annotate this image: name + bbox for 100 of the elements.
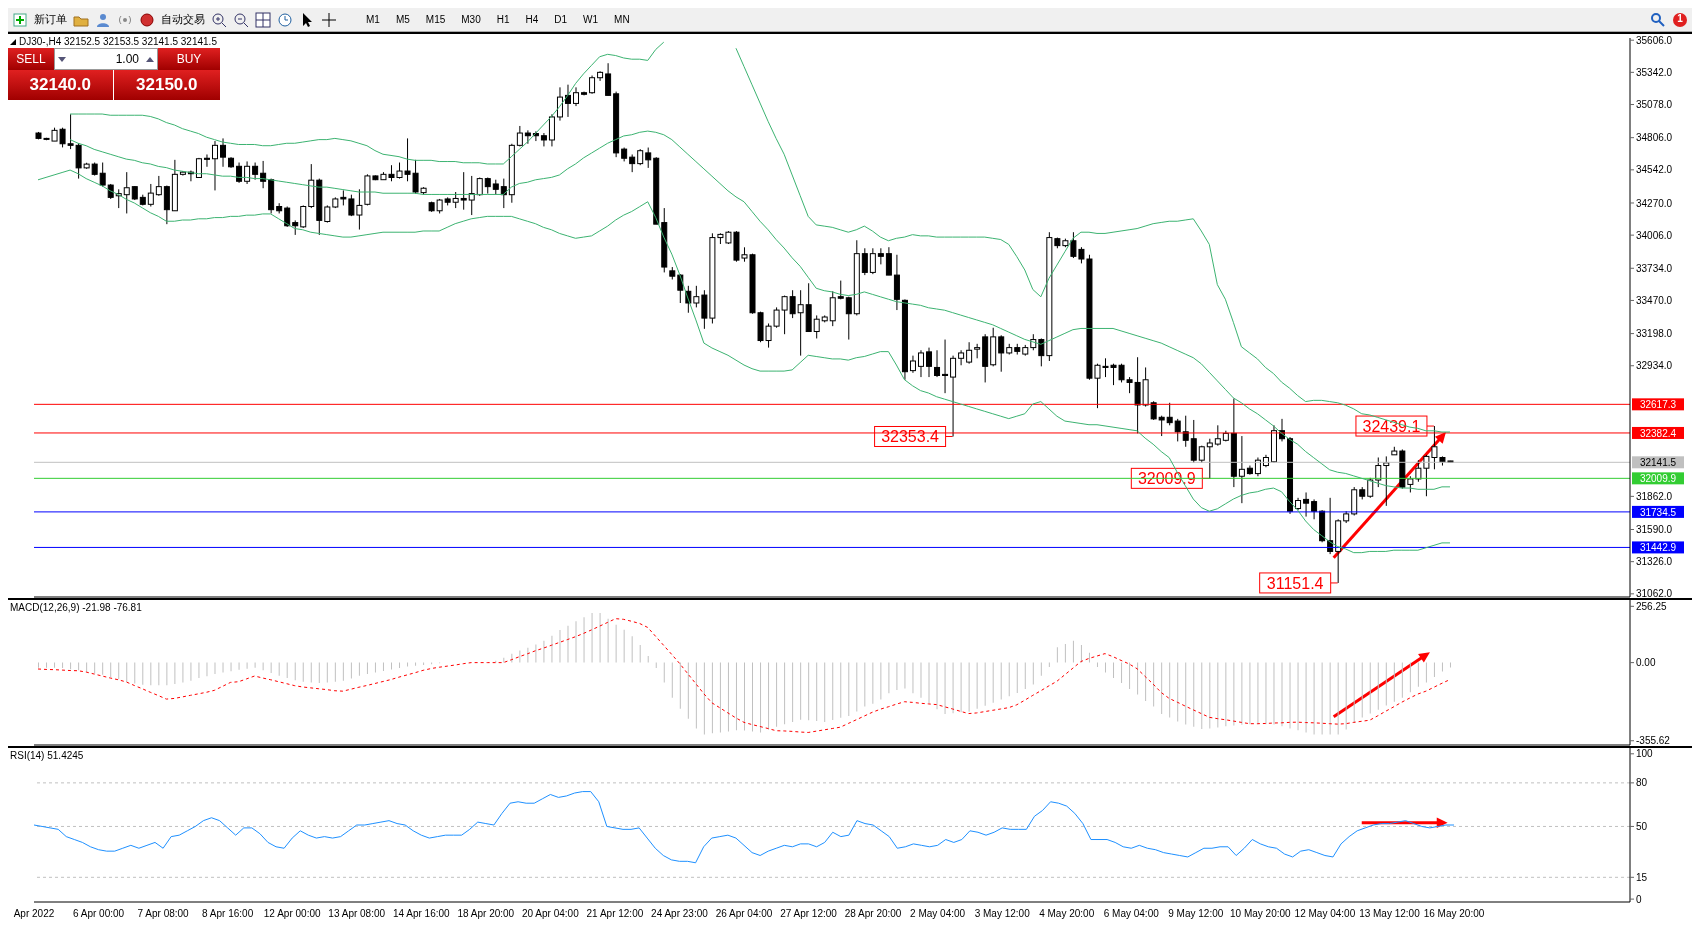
- candlestick: [524, 129, 531, 145]
- candlestick: [300, 204, 307, 229]
- y-tick-label: 31590.0: [1636, 524, 1673, 536]
- y-tick-label: 50: [1636, 821, 1648, 832]
- text: MN: [613, 14, 631, 25]
- candlestick: [877, 247, 884, 265]
- x-tick-label: 20 Apr 04:00: [522, 908, 580, 920]
- text: 新订单: [34, 12, 67, 27]
- candlestick: [861, 247, 868, 276]
- candlestick: [460, 171, 467, 211]
- text: M30: [460, 14, 482, 25]
- y-tick-label: -355.62: [1636, 735, 1671, 747]
- text: M1: [365, 14, 381, 25]
- input-field: 1.00: [54, 48, 158, 70]
- candlestick: [926, 347, 933, 378]
- candlestick: [958, 349, 965, 366]
- candlestick: [813, 314, 820, 339]
- candlestick: [917, 349, 924, 378]
- candlestick: [163, 185, 170, 225]
- x-tick-label: 13 May 12:00: [1359, 908, 1421, 920]
- annotation: 32353.4: [881, 428, 940, 446]
- x-tick-label: 6 May 04:00: [1103, 908, 1160, 920]
- text: H4: [524, 14, 540, 25]
- candlestick: [1038, 337, 1045, 367]
- x-tick-label: 21 Apr 12:00: [586, 908, 644, 920]
- y-tick-label: 35342.0: [1636, 66, 1673, 78]
- annotation: SELL: [8, 48, 54, 70]
- x-tick-label: 28 Apr 20:00: [844, 908, 902, 920]
- candlestick: [1206, 438, 1213, 480]
- candlestick: [1174, 418, 1181, 442]
- x-tick-label: 18 Apr 20:00: [457, 908, 515, 920]
- x-tick-label: 9 May 12:00: [1168, 908, 1224, 920]
- y-tick-label: 34006.0: [1636, 229, 1673, 241]
- line-series: [33, 791, 1455, 864]
- y-tick-label: 31326.0: [1636, 556, 1673, 568]
- candlestick: [950, 355, 957, 437]
- candlestick: [1158, 415, 1165, 437]
- y-tick-label: 80: [1636, 777, 1648, 789]
- annotation: 32150.0: [113, 70, 220, 100]
- chart-title: MACD(12,26,9) -21.98 -76.81: [10, 602, 142, 613]
- text: 1: [1672, 12, 1688, 24]
- candlestick: [974, 343, 981, 359]
- ref-line-label: 32382.4: [1639, 427, 1677, 439]
- annotation: 32140.0: [8, 70, 114, 100]
- text: 自动交易: [161, 12, 205, 27]
- candlestick: [885, 246, 892, 276]
- x-tick-label: 12 May 04:00: [1294, 908, 1356, 920]
- x-tick-label: 3 May 12:00: [974, 908, 1031, 920]
- ref-line-label: 31734.5: [1639, 506, 1677, 518]
- chart-title: RSI(14) 51.4245: [10, 750, 84, 761]
- line-series: [69, 130, 1451, 490]
- candlestick: [1311, 498, 1318, 520]
- x-tick-label: 2 May 04:00: [910, 908, 966, 920]
- y-tick-label: 0.00: [1636, 657, 1656, 669]
- candlestick: [220, 137, 227, 168]
- candlestick: [548, 113, 555, 147]
- x-tick-label: 16 May 20:00: [1423, 908, 1485, 920]
- candlestick: [1238, 435, 1245, 504]
- candlestick: [1166, 402, 1173, 426]
- text: H1: [495, 14, 511, 25]
- x-tick-label: 6 Apr 00:00: [72, 908, 125, 920]
- candlestick: [645, 147, 652, 169]
- y-tick-label: 35606.0: [1636, 34, 1673, 46]
- candlestick: [1375, 456, 1382, 488]
- x-tick-label: 7 Apr 08:00: [137, 908, 190, 920]
- text: M15: [424, 14, 447, 25]
- candlestick: [1214, 424, 1221, 447]
- annotation: BUY: [158, 48, 220, 70]
- x-tick-label: 12 Apr 00:00: [263, 908, 321, 920]
- candlestick: [212, 140, 218, 191]
- x-tick-label: Apr 2022: [13, 908, 55, 920]
- annotation: 31151.4: [1266, 574, 1324, 592]
- annotation: 32439.1: [1362, 418, 1421, 436]
- candlestick: [147, 183, 154, 207]
- annotation: 1.00: [114, 52, 140, 66]
- candlestick: [573, 86, 580, 107]
- x-tick-label: 8 Apr 16:00: [202, 908, 254, 920]
- x-tick-label: 4 May 20:00: [1039, 908, 1095, 920]
- x-tick-label: 26 Apr 04:00: [715, 908, 773, 920]
- x-tick-label: 24 Apr 23:00: [651, 908, 709, 920]
- y-tick-label: 34542.0: [1636, 164, 1673, 176]
- x-tick-label: 13 Apr 08:00: [328, 908, 386, 920]
- x-tick-label: 10 May 20:00: [1230, 908, 1292, 920]
- candlestick: [829, 290, 836, 327]
- text: M5: [394, 14, 411, 25]
- candlestick: [1303, 491, 1310, 518]
- y-tick-label: 33734.0: [1636, 262, 1673, 274]
- line-series: [37, 618, 1451, 733]
- ref-line-label: 32141.5: [1639, 457, 1677, 469]
- y-tick-label: 31862.0: [1636, 490, 1673, 502]
- candlestick: [556, 86, 563, 122]
- y-tick-label: 0: [1636, 893, 1642, 905]
- x-tick-label: 27 Apr 12:00: [780, 908, 838, 920]
- y-tick-label: 34270.0: [1636, 197, 1673, 209]
- y-tick-label: 15: [1636, 871, 1648, 883]
- y-tick-label: 33470.0: [1636, 294, 1673, 306]
- candlestick: [966, 341, 973, 365]
- candlestick: [934, 349, 941, 378]
- y-tick-label: 32934.0: [1636, 360, 1673, 372]
- y-tick-label: 34806.0: [1636, 132, 1673, 144]
